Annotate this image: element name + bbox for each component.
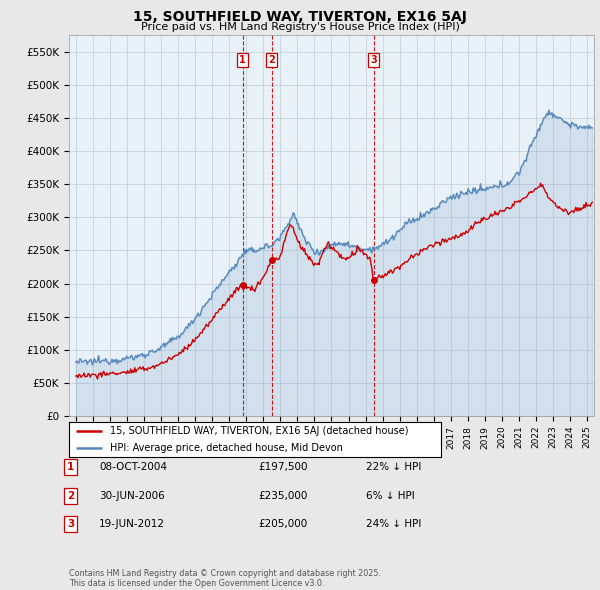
Text: 08-OCT-2004: 08-OCT-2004: [99, 463, 167, 472]
Text: £235,000: £235,000: [258, 491, 307, 500]
Text: 22% ↓ HPI: 22% ↓ HPI: [366, 463, 421, 472]
Text: 1: 1: [67, 463, 74, 472]
Text: 24% ↓ HPI: 24% ↓ HPI: [366, 519, 421, 529]
Text: Price paid vs. HM Land Registry's House Price Index (HPI): Price paid vs. HM Land Registry's House …: [140, 22, 460, 32]
Text: 15, SOUTHFIELD WAY, TIVERTON, EX16 5AJ: 15, SOUTHFIELD WAY, TIVERTON, EX16 5AJ: [133, 10, 467, 24]
Text: HPI: Average price, detached house, Mid Devon: HPI: Average price, detached house, Mid …: [110, 442, 343, 453]
Text: 2: 2: [268, 55, 275, 65]
Text: £205,000: £205,000: [258, 519, 307, 529]
Text: 15, SOUTHFIELD WAY, TIVERTON, EX16 5AJ (detached house): 15, SOUTHFIELD WAY, TIVERTON, EX16 5AJ (…: [110, 427, 409, 437]
Text: 1: 1: [239, 55, 246, 65]
Text: 6% ↓ HPI: 6% ↓ HPI: [366, 491, 415, 500]
Text: £197,500: £197,500: [258, 463, 308, 472]
Text: 3: 3: [370, 55, 377, 65]
Text: 30-JUN-2006: 30-JUN-2006: [99, 491, 165, 500]
Text: 19-JUN-2012: 19-JUN-2012: [99, 519, 165, 529]
Text: Contains HM Land Registry data © Crown copyright and database right 2025.
This d: Contains HM Land Registry data © Crown c…: [69, 569, 381, 588]
Text: 3: 3: [67, 519, 74, 529]
Text: 2: 2: [67, 491, 74, 500]
